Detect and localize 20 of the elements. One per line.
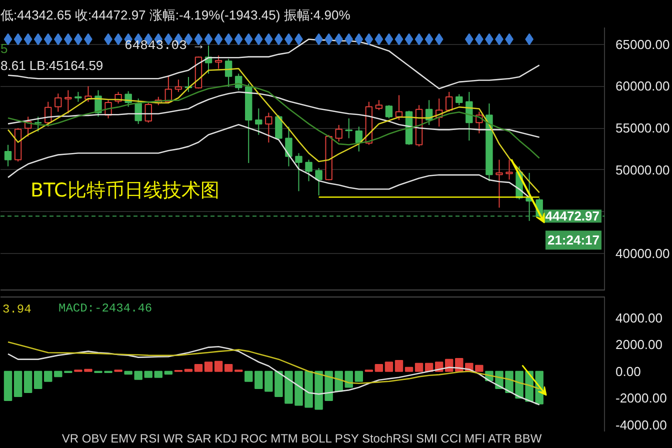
y-tick-label: 4000.00 [616,310,662,326]
annotation: 5 [0,41,8,56]
y-tick-label: 40000.00 [616,246,670,262]
annotation: 8.61 LB:45164.59 [0,58,104,73]
annotation: 64843.03 → [124,38,203,54]
x-axis-title: VR OBV EMV RSI WR SAR KDJ ROC MTM BOLL PSY StochRSI SMI CCI MFI ATR BBW [62,432,542,446]
y-tick-label: -2000.00 [616,390,667,406]
y-tick-label: 2000.00 [616,337,662,352]
y-tick-label: -4000.00 [616,417,667,432]
y-tick-label: 50000.00 [616,162,670,178]
annotation: MACD:-2434.46 [58,302,152,316]
annotation: 3.94 [2,302,32,316]
y-tick-label: 55000.00 [616,120,670,136]
text: 21:24:17 [547,232,600,248]
y-tick-label: 65000.00 [616,36,670,52]
y-tick-label: 60000.00 [616,78,670,94]
ref-line-label: 44472.97 [545,208,600,224]
y-tick-label: 0.00 [616,364,641,379]
chart-subtitle: 低:44342.65 收:44472.97 涨幅:-4.19%(-1943.45) 振幅:4.90% [0,8,351,22]
text: BTC比特币日线技术图 [30,180,220,202]
